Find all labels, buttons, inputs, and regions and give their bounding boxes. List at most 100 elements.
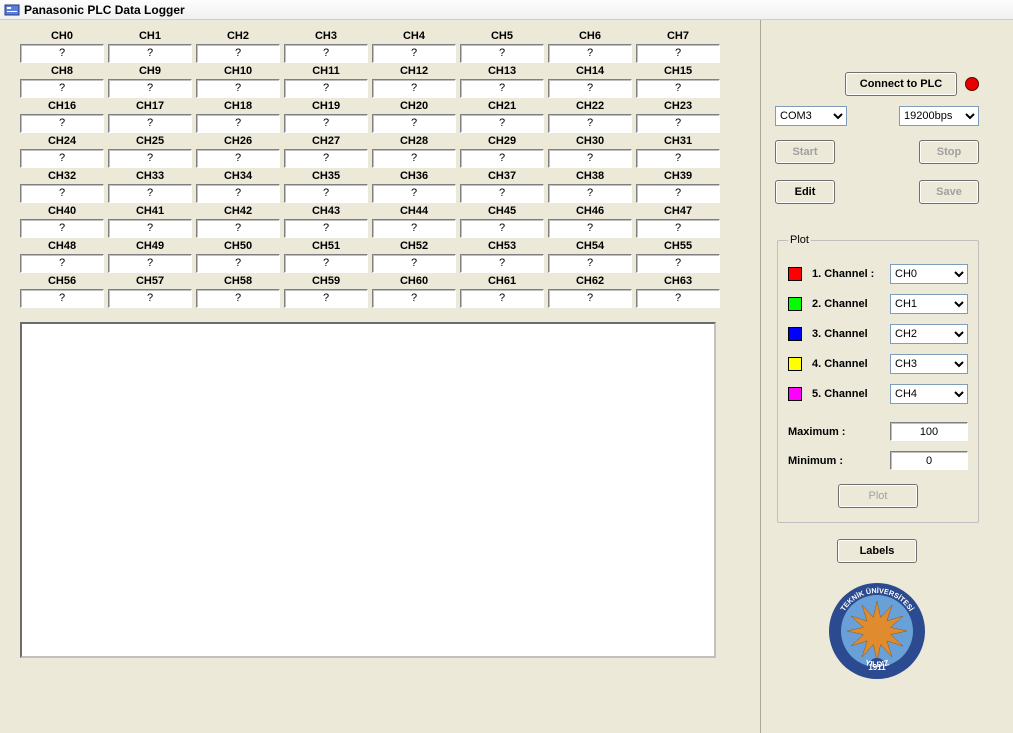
channel-cell: CH28? bbox=[372, 135, 456, 168]
plot-button[interactable]: Plot bbox=[838, 484, 918, 508]
plot-channel-row: 5. ChannelCH4 bbox=[788, 384, 968, 404]
channel-label: CH61 bbox=[460, 275, 544, 289]
plot-channel-row: 1. Channel :CH0 bbox=[788, 264, 968, 284]
channel-cell: CH60? bbox=[372, 275, 456, 308]
channel-cell: CH55? bbox=[636, 240, 720, 273]
maximum-label: Maximum : bbox=[788, 426, 866, 438]
channel-value: ? bbox=[196, 114, 280, 133]
channel-cell: CH54? bbox=[548, 240, 632, 273]
channel-label: CH14 bbox=[548, 65, 632, 79]
channel-value: ? bbox=[460, 114, 544, 133]
labels-button[interactable]: Labels bbox=[837, 539, 917, 563]
plot-channel-select[interactable]: CH1 bbox=[890, 294, 968, 314]
channel-value: ? bbox=[372, 149, 456, 168]
channel-label: CH31 bbox=[636, 135, 720, 149]
channel-label: CH23 bbox=[636, 100, 720, 114]
channel-label: CH43 bbox=[284, 205, 368, 219]
plot-channel-select[interactable]: CH4 bbox=[890, 384, 968, 404]
channel-value: ? bbox=[460, 44, 544, 63]
channel-value: ? bbox=[284, 79, 368, 98]
channel-value: ? bbox=[284, 254, 368, 273]
channel-cell: CH48? bbox=[20, 240, 104, 273]
color-swatch bbox=[788, 327, 802, 341]
channel-cell: CH57? bbox=[108, 275, 192, 308]
channel-label: CH36 bbox=[372, 170, 456, 184]
channel-value: ? bbox=[196, 254, 280, 273]
plot-channel-select[interactable]: CH0 bbox=[890, 264, 968, 284]
edit-button[interactable]: Edit bbox=[775, 180, 835, 204]
channel-value: ? bbox=[548, 219, 632, 238]
channel-value: ? bbox=[20, 79, 104, 98]
channel-label: CH20 bbox=[372, 100, 456, 114]
channel-value: ? bbox=[372, 44, 456, 63]
channel-cell: CH5? bbox=[460, 30, 544, 63]
channel-cell: CH17? bbox=[108, 100, 192, 133]
channel-value: ? bbox=[196, 184, 280, 203]
baud-select[interactable]: 19200bps bbox=[899, 106, 979, 126]
channel-value: ? bbox=[108, 219, 192, 238]
channel-value: ? bbox=[548, 254, 632, 273]
channel-label: CH44 bbox=[372, 205, 456, 219]
channel-cell: CH46? bbox=[548, 205, 632, 238]
channel-cell: CH38? bbox=[548, 170, 632, 203]
plot-area bbox=[20, 322, 716, 658]
channel-value: ? bbox=[548, 114, 632, 133]
channel-label: CH17 bbox=[108, 100, 192, 114]
channel-cell: CH37? bbox=[460, 170, 544, 203]
plot-channel-select[interactable]: CH3 bbox=[890, 354, 968, 374]
channel-label: CH24 bbox=[20, 135, 104, 149]
channel-label: CH30 bbox=[548, 135, 632, 149]
channel-value: ? bbox=[284, 184, 368, 203]
channel-cell: CH49? bbox=[108, 240, 192, 273]
channel-value: ? bbox=[372, 254, 456, 273]
channel-cell: CH52? bbox=[372, 240, 456, 273]
channel-cell: CH53? bbox=[460, 240, 544, 273]
channel-value: ? bbox=[284, 289, 368, 308]
maximum-input[interactable] bbox=[890, 422, 968, 441]
stop-button[interactable]: Stop bbox=[919, 140, 979, 164]
channel-value: ? bbox=[196, 289, 280, 308]
com-port-select[interactable]: COM3 bbox=[775, 106, 847, 126]
channel-cell: CH16? bbox=[20, 100, 104, 133]
channel-cell: CH22? bbox=[548, 100, 632, 133]
channel-label: CH16 bbox=[20, 100, 104, 114]
minimum-label: Minimum : bbox=[788, 455, 866, 467]
start-button[interactable]: Start bbox=[775, 140, 835, 164]
channel-value: ? bbox=[108, 289, 192, 308]
left-pane: CH0?CH1?CH2?CH3?CH4?CH5?CH6?CH7?CH8?CH9?… bbox=[0, 20, 760, 733]
channel-label: CH10 bbox=[196, 65, 280, 79]
color-swatch bbox=[788, 267, 802, 281]
channel-cell: CH7? bbox=[636, 30, 720, 63]
save-button[interactable]: Save bbox=[919, 180, 979, 204]
channel-cell: CH45? bbox=[460, 205, 544, 238]
channel-label: CH34 bbox=[196, 170, 280, 184]
channel-value: ? bbox=[548, 289, 632, 308]
channel-cell: CH44? bbox=[372, 205, 456, 238]
channel-value: ? bbox=[20, 44, 104, 63]
plot-channel-select[interactable]: CH2 bbox=[890, 324, 968, 344]
channel-label: CH28 bbox=[372, 135, 456, 149]
channel-label: CH46 bbox=[548, 205, 632, 219]
color-swatch bbox=[788, 297, 802, 311]
channel-cell: CH29? bbox=[460, 135, 544, 168]
channel-value: ? bbox=[372, 184, 456, 203]
channel-cell: CH2? bbox=[196, 30, 280, 63]
channel-label: CH45 bbox=[460, 205, 544, 219]
channel-label: CH37 bbox=[460, 170, 544, 184]
channel-label: CH32 bbox=[20, 170, 104, 184]
plot-channel-label: 4. Channel bbox=[812, 358, 890, 370]
channel-cell: CH30? bbox=[548, 135, 632, 168]
channel-label: CH58 bbox=[196, 275, 280, 289]
channel-label: CH1 bbox=[108, 30, 192, 44]
minimum-input[interactable] bbox=[890, 451, 968, 470]
channel-label: CH63 bbox=[636, 275, 720, 289]
channel-label: CH35 bbox=[284, 170, 368, 184]
channel-value: ? bbox=[196, 149, 280, 168]
connect-button[interactable]: Connect to PLC bbox=[845, 72, 957, 96]
channel-value: ? bbox=[108, 254, 192, 273]
channel-value: ? bbox=[108, 44, 192, 63]
channel-cell: CH32? bbox=[20, 170, 104, 203]
plot-channel-row: 4. ChannelCH3 bbox=[788, 354, 968, 374]
channel-value: ? bbox=[196, 219, 280, 238]
channel-label: CH50 bbox=[196, 240, 280, 254]
